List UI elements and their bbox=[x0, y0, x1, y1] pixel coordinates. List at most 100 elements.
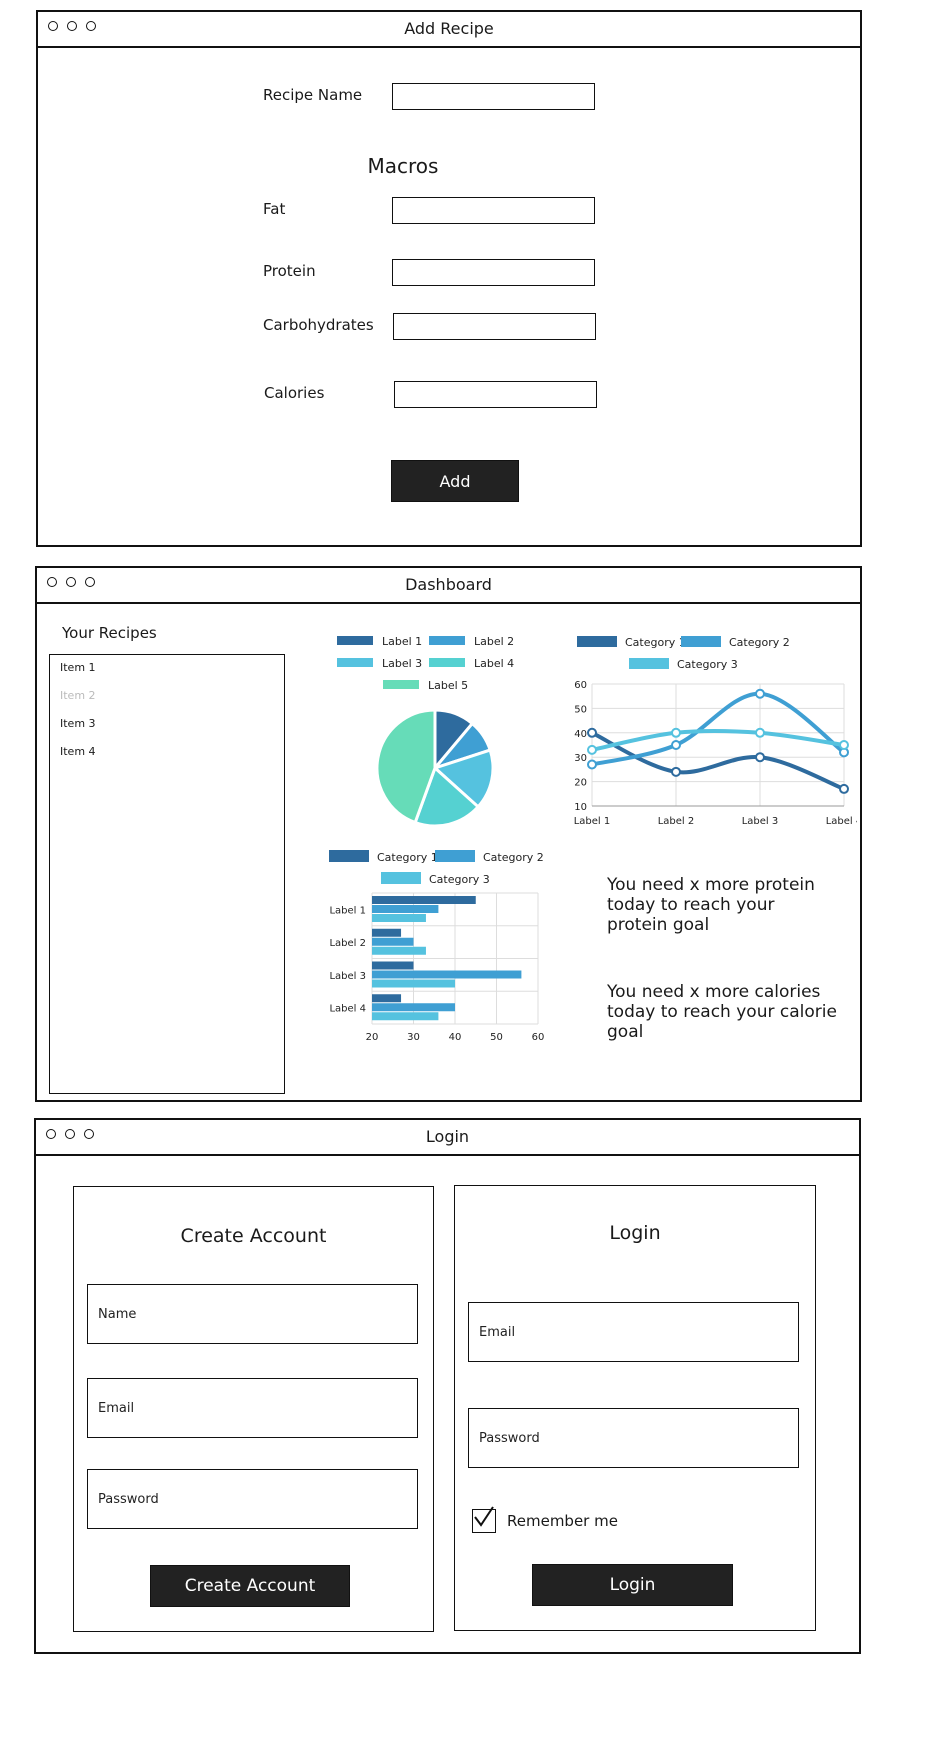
create-account-panel: Create Account Create Account bbox=[73, 1186, 434, 1632]
line-point bbox=[587, 744, 597, 755]
line-y-tick: 20 bbox=[574, 778, 587, 789]
line-legend-label: Category 3 bbox=[677, 658, 738, 671]
bar bbox=[372, 914, 426, 922]
window-controls bbox=[48, 21, 96, 31]
minimize-window-icon[interactable] bbox=[65, 1129, 75, 1139]
calories-label: Calories bbox=[264, 384, 325, 402]
window-controls bbox=[47, 577, 95, 587]
calories-input[interactable] bbox=[394, 381, 597, 408]
add-button[interactable]: Add bbox=[391, 460, 519, 502]
login-heading: Login bbox=[609, 1222, 661, 1244]
bar bbox=[372, 961, 414, 970]
login-panel: Login Remember me Login bbox=[454, 1185, 816, 1631]
line-series bbox=[591, 730, 845, 791]
recipe-list-item[interactable]: Item 4 bbox=[60, 745, 96, 758]
pie-legend-label: Label 2 bbox=[474, 635, 514, 648]
bar bbox=[372, 1012, 439, 1021]
pie-legend-swatch bbox=[337, 636, 373, 645]
minimize-window-icon[interactable] bbox=[67, 21, 77, 31]
pie-legend-label: Label 3 bbox=[382, 657, 422, 670]
line-legend-swatch bbox=[681, 636, 721, 647]
fat-input[interactable] bbox=[392, 197, 595, 224]
fat-label: Fat bbox=[263, 200, 286, 218]
line-point bbox=[755, 752, 765, 763]
minimize-window-icon[interactable] bbox=[66, 577, 76, 587]
recipe-list-item[interactable]: Item 1 bbox=[60, 661, 96, 674]
protein-label: Protein bbox=[263, 262, 316, 280]
window-title: Login bbox=[425, 1127, 470, 1146]
login-password-input[interactable] bbox=[468, 1408, 799, 1468]
close-window-icon[interactable] bbox=[48, 21, 58, 31]
close-window-icon[interactable] bbox=[47, 577, 57, 587]
bar bbox=[372, 946, 426, 955]
pie-legend-swatch bbox=[383, 680, 419, 689]
line-y-tick: 30 bbox=[574, 753, 587, 764]
bar-legend-swatch bbox=[381, 872, 421, 884]
window-title: Add Recipe bbox=[404, 19, 494, 38]
line-series bbox=[591, 728, 845, 752]
maximize-window-icon[interactable] bbox=[86, 21, 96, 31]
pie-legend-swatch bbox=[429, 658, 465, 667]
line-point bbox=[587, 727, 597, 738]
line-point bbox=[755, 688, 765, 699]
pie-chart: Label 1 Label 2 Label 3 Label 4 Label 5 bbox=[337, 635, 514, 828]
bar-chart: Category 1 Category 2 Category 3 20 30 40 50 60… bbox=[329, 850, 545, 1043]
bar-legend-label: Category 1 bbox=[377, 851, 438, 864]
line-x-tick: Label 4 bbox=[826, 816, 857, 827]
password-input[interactable] bbox=[87, 1469, 418, 1529]
bar-y-tick: Label 4 bbox=[329, 1004, 366, 1015]
line-legend-swatch bbox=[629, 658, 669, 669]
recipe-name-label: Recipe Name bbox=[263, 86, 363, 104]
bar-y-tick: Label 1 bbox=[329, 905, 366, 916]
bar-legend-label: Category 2 bbox=[483, 851, 544, 864]
bar bbox=[372, 1003, 455, 1012]
line-x-tick: Label 1 bbox=[574, 816, 611, 827]
your-recipes-label: Your Recipes bbox=[62, 624, 157, 642]
bar-y-tick: Label 3 bbox=[329, 971, 366, 982]
maximize-window-icon[interactable] bbox=[84, 1129, 94, 1139]
remember-me-checkbox[interactable] bbox=[472, 1506, 496, 1533]
pie-legend-label: Label 5 bbox=[428, 679, 468, 692]
pie-legend-label: Label 4 bbox=[474, 657, 514, 670]
bar-y-tick: Label 2 bbox=[329, 938, 366, 949]
line-point bbox=[755, 727, 765, 738]
line-chart: Category 1 Category 2 Category 3 10 20 30 40 50… bbox=[574, 636, 857, 827]
bar bbox=[372, 928, 402, 937]
line-legend-label: Category 1 bbox=[625, 636, 686, 649]
title-bar: Dashboard bbox=[37, 568, 860, 604]
carbohydrates-input[interactable] bbox=[393, 313, 596, 340]
recipe-list-item[interactable]: Item 2 bbox=[60, 689, 96, 702]
pie-legend-label: Label 1 bbox=[382, 635, 422, 648]
bar-x-tick: 50 bbox=[490, 1032, 503, 1043]
bar bbox=[372, 994, 402, 1003]
login-button[interactable]: Login bbox=[532, 1564, 733, 1606]
recipe-list-item[interactable]: Item 3 bbox=[60, 717, 96, 730]
line-x-tick: Label 2 bbox=[658, 816, 695, 827]
line-point bbox=[671, 727, 681, 738]
bar-x-tick: 20 bbox=[366, 1032, 379, 1043]
bar bbox=[372, 905, 439, 913]
close-window-icon[interactable] bbox=[46, 1129, 56, 1139]
bar bbox=[372, 970, 522, 979]
line-point bbox=[671, 766, 681, 777]
recipe-list: Item 1 Item 2 Item 3 Item 4 bbox=[49, 654, 285, 1094]
line-x-tick: Label 3 bbox=[742, 816, 779, 827]
email-input[interactable] bbox=[87, 1378, 418, 1438]
pie-slice bbox=[375, 708, 437, 825]
protein-input[interactable] bbox=[392, 259, 595, 286]
maximize-window-icon[interactable] bbox=[85, 577, 95, 587]
recipe-name-input[interactable] bbox=[392, 83, 595, 110]
login-email-input[interactable] bbox=[468, 1302, 799, 1362]
bar-x-tick: 60 bbox=[532, 1032, 545, 1043]
name-input[interactable] bbox=[87, 1284, 418, 1344]
create-account-button[interactable]: Create Account bbox=[150, 1565, 350, 1607]
line-point bbox=[839, 783, 849, 794]
bar-x-tick: 40 bbox=[449, 1032, 462, 1043]
carbohydrates-label: Carbohydrates bbox=[263, 316, 374, 334]
login-window: Login Create Account Create Account Logi… bbox=[34, 1118, 861, 1654]
line-y-tick: 40 bbox=[574, 729, 587, 740]
line-point bbox=[587, 759, 597, 770]
macros-heading: Macros bbox=[367, 154, 439, 178]
pie-legend-swatch bbox=[429, 636, 465, 645]
window-title: Dashboard bbox=[405, 575, 492, 594]
